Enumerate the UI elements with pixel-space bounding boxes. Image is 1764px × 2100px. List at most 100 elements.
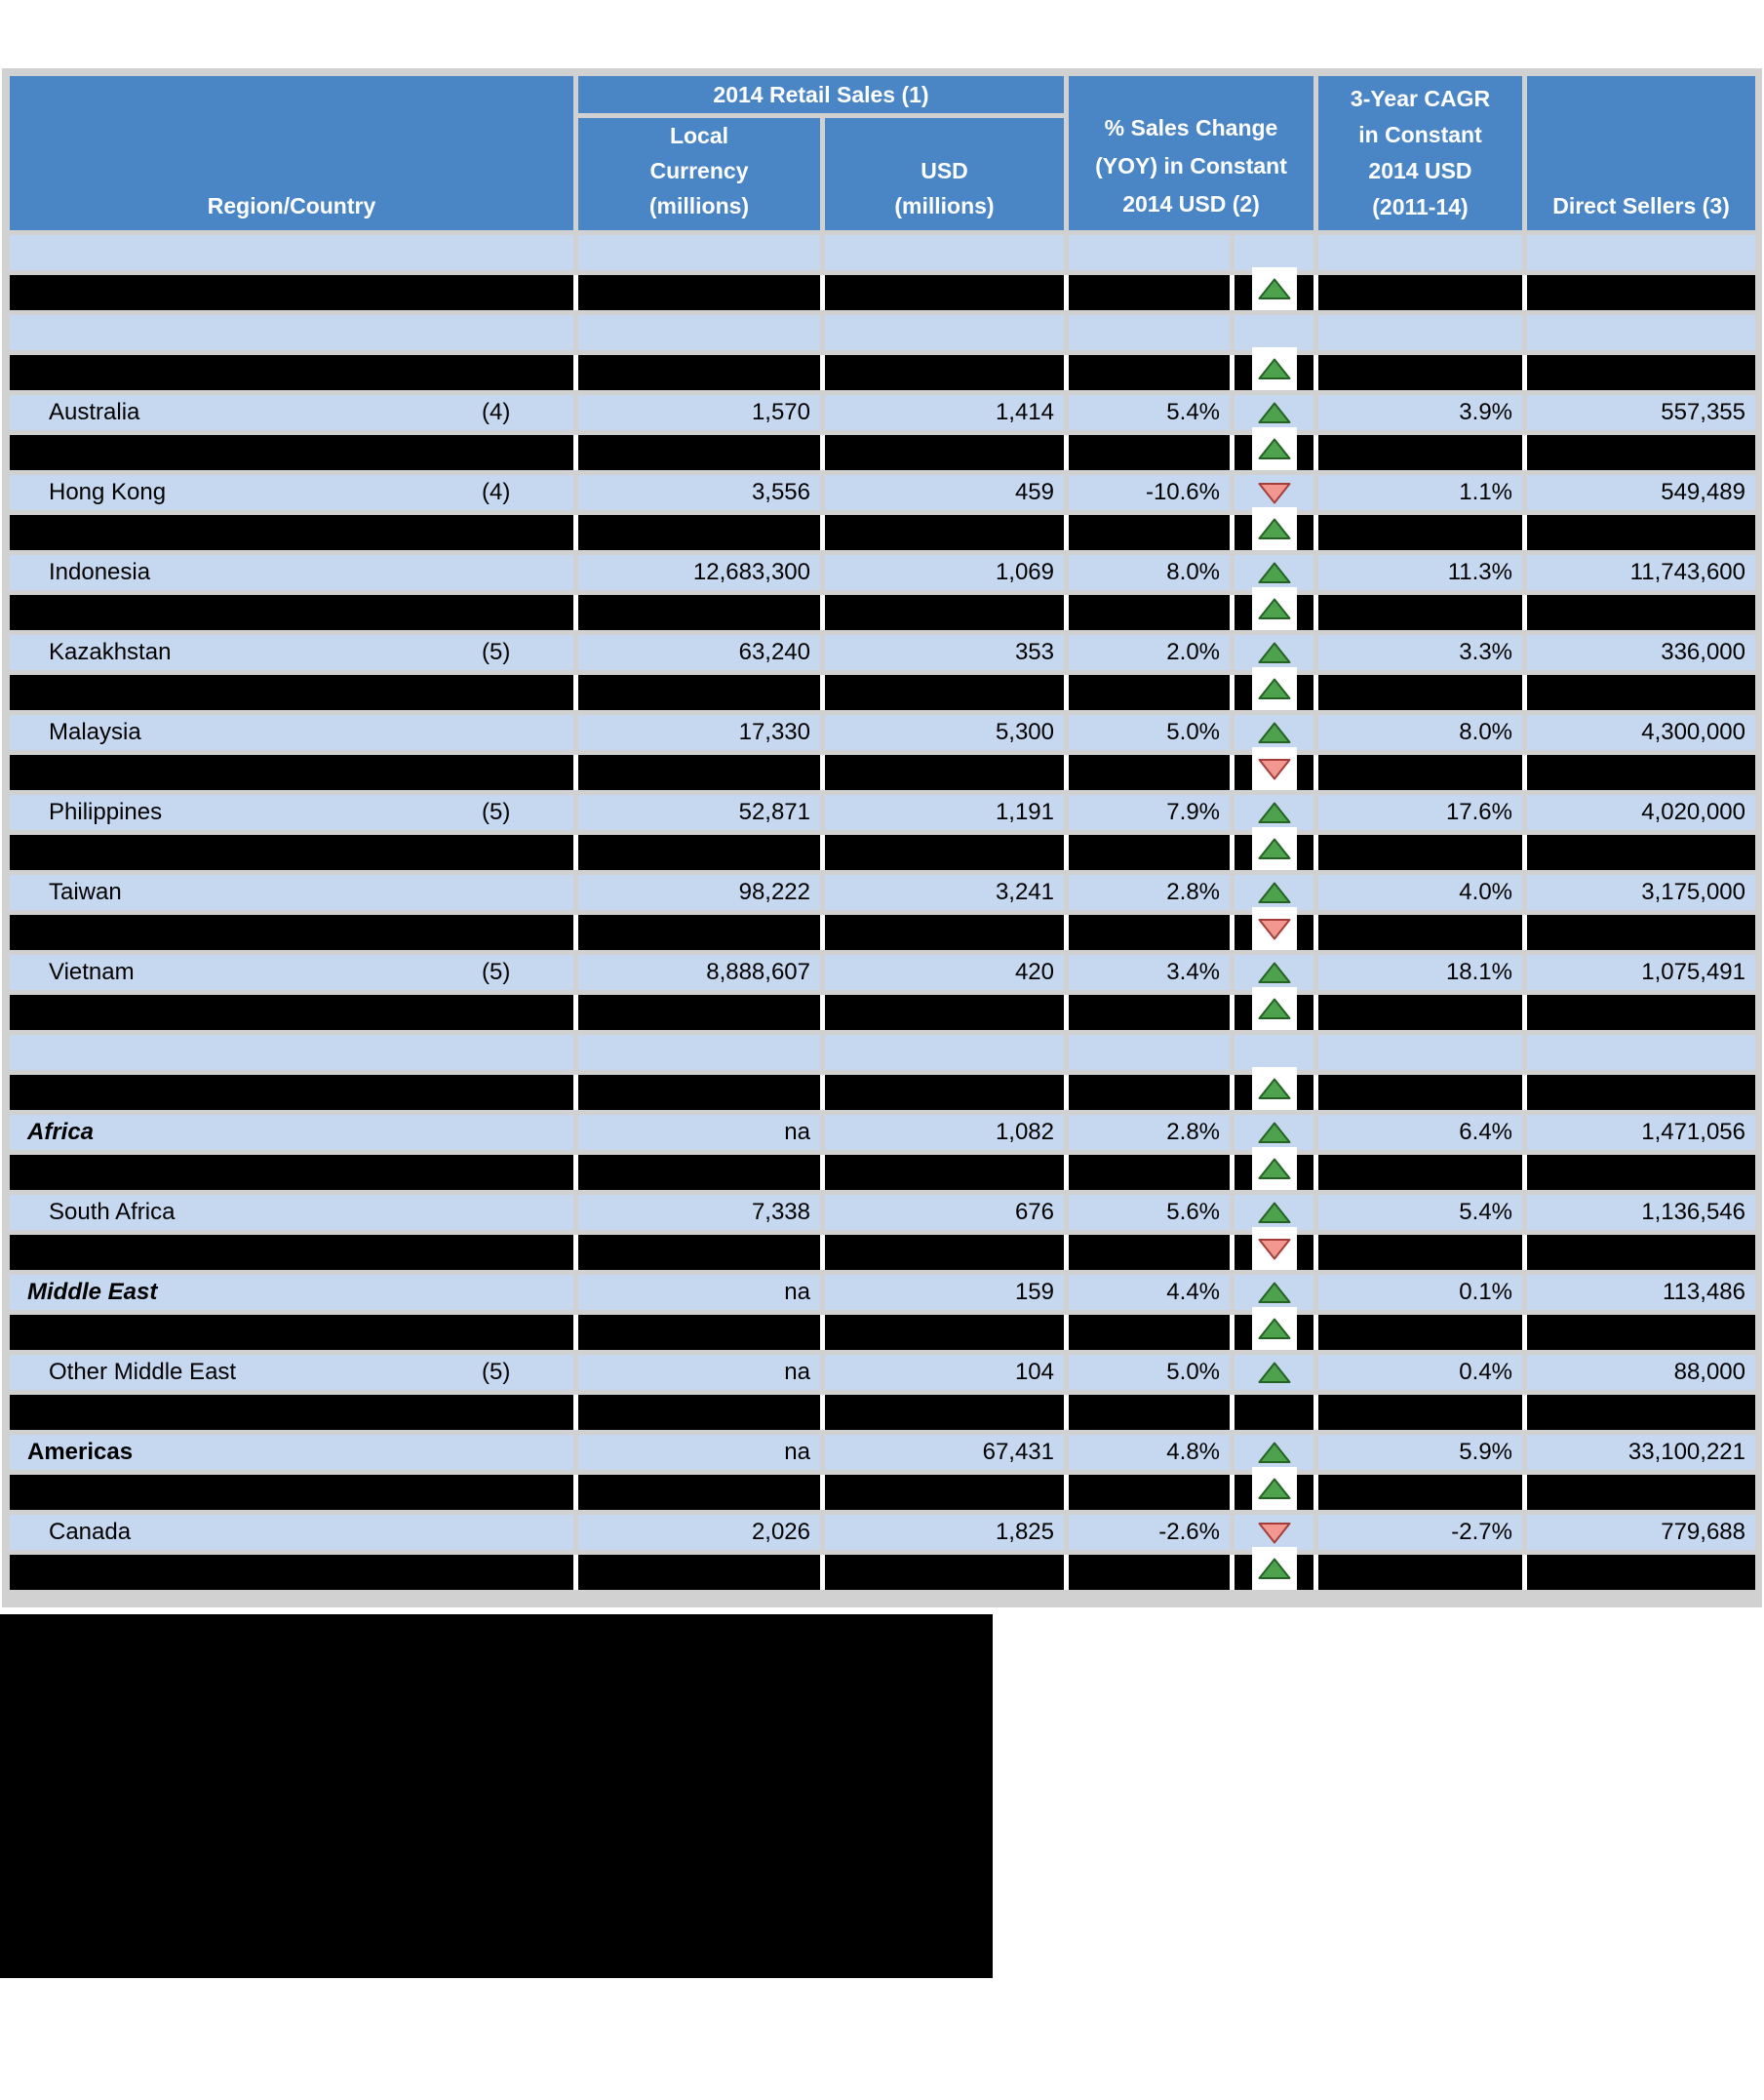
cell-region-country[interactable] — [10, 515, 573, 550]
cell-region-country[interactable] — [10, 355, 573, 390]
cell-direct-sellers[interactable]: 336,000 — [1527, 635, 1755, 670]
cell-usd[interactable] — [825, 835, 1064, 870]
cell-usd[interactable]: 1,414 — [825, 395, 1064, 430]
cell-direct-sellers[interactable] — [1527, 275, 1755, 310]
cell-local-currency[interactable]: 8,888,607 — [578, 955, 820, 990]
cell-usd[interactable] — [825, 315, 1064, 350]
cell-usd[interactable] — [825, 235, 1064, 270]
cell-direct-sellers[interactable]: 113,486 — [1527, 1275, 1755, 1310]
cell-cagr[interactable]: 18.1% — [1318, 955, 1522, 990]
cell-usd[interactable] — [825, 915, 1064, 950]
cell-cagr[interactable] — [1318, 235, 1522, 270]
cell-region-country[interactable] — [10, 835, 573, 870]
cell-local-currency[interactable]: na — [578, 1115, 820, 1150]
cell-cagr[interactable]: 0.4% — [1318, 1355, 1522, 1390]
cell-cagr[interactable] — [1318, 435, 1522, 470]
cell-direct-sellers[interactable] — [1527, 1235, 1755, 1270]
cell-cagr[interactable] — [1318, 1075, 1522, 1110]
cell-direct-sellers[interactable] — [1527, 315, 1755, 350]
cell-cagr[interactable] — [1318, 315, 1522, 350]
cell-direct-sellers[interactable] — [1527, 835, 1755, 870]
cell-direct-sellers[interactable] — [1527, 435, 1755, 470]
cell-direct-sellers[interactable] — [1527, 1395, 1755, 1430]
cell-usd[interactable] — [825, 995, 1064, 1030]
cell-sales-change[interactable]: 5.0% — [1069, 1355, 1230, 1390]
cell-usd[interactable]: 3,241 — [825, 875, 1064, 910]
cell-trend-icon[interactable] — [1235, 667, 1313, 710]
cell-usd[interactable] — [825, 1315, 1064, 1350]
cell-region-country[interactable] — [10, 1555, 573, 1590]
cell-direct-sellers[interactable]: 33,100,221 — [1527, 1435, 1755, 1470]
cell-cagr[interactable] — [1318, 1315, 1522, 1350]
header-3yr-cagr[interactable]: 3-Year CAGR in Constant 2014 USD (2011-1… — [1318, 76, 1522, 230]
cell-trend-icon[interactable] — [1235, 587, 1313, 630]
cell-region-country[interactable]: Taiwan — [10, 875, 573, 910]
cell-region-country[interactable] — [10, 1035, 573, 1070]
cell-region-country[interactable] — [10, 315, 573, 350]
cell-cagr[interactable] — [1318, 275, 1522, 310]
cell-sales-change[interactable] — [1069, 595, 1230, 630]
cell-sales-change[interactable] — [1069, 1475, 1230, 1510]
cell-usd[interactable] — [825, 1035, 1064, 1070]
header-2014-retail-sales[interactable]: 2014 Retail Sales (1) — [578, 76, 1064, 113]
cell-sales-change[interactable] — [1069, 1235, 1230, 1270]
cell-sales-change[interactable]: 2.8% — [1069, 875, 1230, 910]
cell-trend-icon[interactable] — [1235, 427, 1313, 470]
cell-sales-change[interactable] — [1069, 1315, 1230, 1350]
cell-cagr[interactable] — [1318, 995, 1522, 1030]
cell-region-country[interactable] — [10, 995, 573, 1030]
cell-sales-change[interactable] — [1069, 675, 1230, 710]
cell-direct-sellers[interactable] — [1527, 1555, 1755, 1590]
cell-usd[interactable] — [825, 515, 1064, 550]
cell-trend-icon[interactable] — [1235, 1435, 1313, 1470]
cell-usd[interactable]: 5,300 — [825, 715, 1064, 750]
cell-sales-change[interactable]: 2.8% — [1069, 1115, 1230, 1150]
cell-region-country[interactable]: Hong Kong (4) — [10, 475, 573, 510]
cell-local-currency[interactable] — [578, 1075, 820, 1110]
cell-direct-sellers[interactable] — [1527, 1035, 1755, 1070]
cell-local-currency[interactable]: 2,026 — [578, 1515, 820, 1550]
cell-usd[interactable]: 104 — [825, 1355, 1064, 1390]
cell-cagr[interactable]: -2.7% — [1318, 1515, 1522, 1550]
cell-region-country[interactable]: Middle East — [10, 1275, 573, 1310]
cell-region-country[interactable]: Indonesia — [10, 555, 573, 590]
cell-trend-icon[interactable] — [1235, 475, 1313, 510]
cell-local-currency[interactable] — [578, 675, 820, 710]
cell-local-currency[interactable] — [578, 235, 820, 270]
header-region-country[interactable]: Region/Country — [10, 76, 573, 230]
cell-direct-sellers[interactable]: 779,688 — [1527, 1515, 1755, 1550]
header-local-currency[interactable]: Local Currency (millions) — [578, 118, 820, 230]
cell-region-country[interactable]: Canada — [10, 1515, 573, 1550]
cell-local-currency[interactable] — [578, 915, 820, 950]
cell-region-country[interactable] — [10, 435, 573, 470]
cell-direct-sellers[interactable]: 11,743,600 — [1527, 555, 1755, 590]
cell-local-currency[interactable]: 52,871 — [578, 795, 820, 830]
cell-direct-sellers[interactable] — [1527, 355, 1755, 390]
cell-trend-icon[interactable] — [1235, 1467, 1313, 1510]
cell-region-country[interactable] — [10, 1315, 573, 1350]
cell-local-currency[interactable]: 1,570 — [578, 395, 820, 430]
cell-region-country[interactable] — [10, 1475, 573, 1510]
cell-region-country[interactable]: Philippines (5) — [10, 795, 573, 830]
cell-sales-change[interactable]: 3.4% — [1069, 955, 1230, 990]
cell-trend-icon[interactable] — [1235, 1227, 1313, 1270]
cell-local-currency[interactable] — [578, 515, 820, 550]
header-sales-change[interactable]: % Sales Change (YOY) in Constant 2014 US… — [1069, 76, 1313, 230]
cell-usd[interactable] — [825, 1235, 1064, 1270]
cell-usd[interactable] — [825, 755, 1064, 790]
cell-trend-icon[interactable] — [1235, 555, 1313, 590]
cell-local-currency[interactable] — [578, 995, 820, 1030]
cell-sales-change[interactable]: 5.6% — [1069, 1195, 1230, 1230]
cell-sales-change[interactable] — [1069, 1555, 1230, 1590]
cell-trend-icon[interactable] — [1235, 1195, 1313, 1230]
cell-cagr[interactable] — [1318, 1555, 1522, 1590]
cell-direct-sellers[interactable]: 4,020,000 — [1527, 795, 1755, 830]
cell-cagr[interactable]: 6.4% — [1318, 1115, 1522, 1150]
cell-sales-change[interactable] — [1069, 435, 1230, 470]
cell-direct-sellers[interactable]: 549,489 — [1527, 475, 1755, 510]
cell-direct-sellers[interactable] — [1527, 235, 1755, 270]
cell-usd[interactable] — [825, 675, 1064, 710]
cell-sales-change[interactable] — [1069, 995, 1230, 1030]
cell-usd[interactable]: 67,431 — [825, 1435, 1064, 1470]
cell-cagr[interactable]: 17.6% — [1318, 795, 1522, 830]
